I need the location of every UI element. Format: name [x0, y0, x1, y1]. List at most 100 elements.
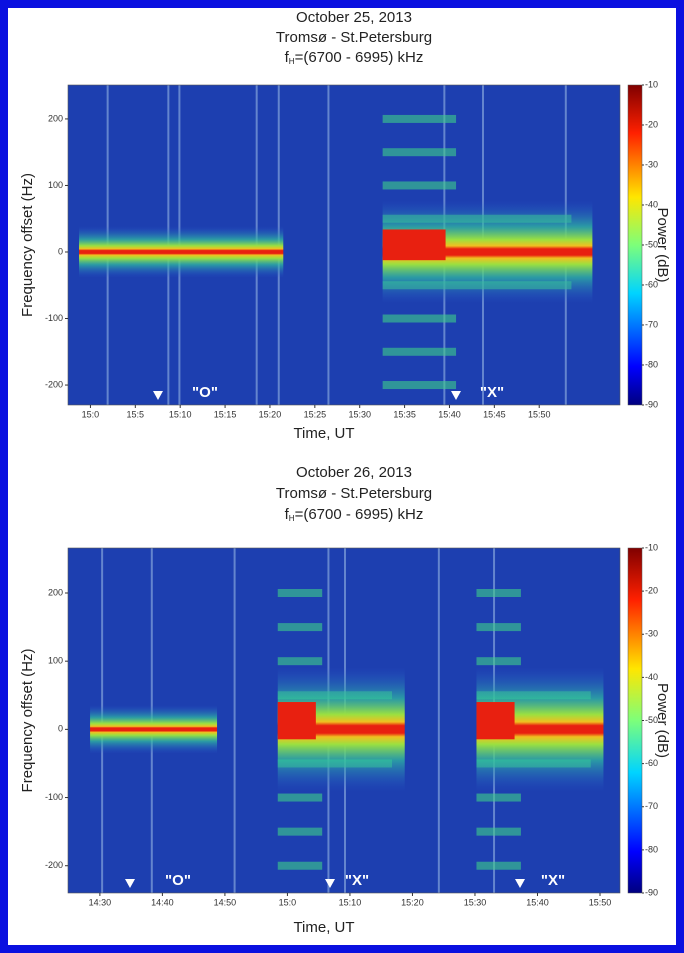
mode-line — [382, 181, 457, 190]
x-tick-label: 15:15 — [214, 409, 237, 419]
y-tick-label: -200 — [45, 379, 63, 389]
interference-line — [437, 548, 440, 893]
colorbar-tick-label: -80 — [645, 359, 658, 369]
colorbar-tick-label: -30 — [645, 159, 658, 169]
signal-band — [90, 705, 218, 754]
mode-annotation: "X" — [480, 384, 504, 401]
frequency-subscript: H — [289, 57, 295, 66]
chart-subtitle: Tromsø - St.Petersburg — [276, 29, 432, 46]
x-tick-label: 15:30 — [348, 409, 371, 419]
chart-title: October 25, 2013 — [296, 9, 412, 26]
y-tick-label: -100 — [45, 792, 63, 802]
x-axis-label: Time, UT — [293, 425, 354, 442]
x-tick-label: 15:0 — [82, 409, 100, 419]
y-axis-label: Frequency offset (Hz) — [19, 173, 36, 317]
x-tick-label: 15:30 — [464, 897, 487, 907]
mode-line — [277, 827, 323, 836]
x-tick-label: 15:10 — [339, 897, 362, 907]
frequency-subscript: H — [289, 514, 295, 523]
x-tick-label: 15:20 — [401, 897, 424, 907]
colorbar-tick-label: -80 — [645, 844, 658, 854]
x-tick-label: 15:20 — [259, 409, 282, 419]
mode-line — [277, 793, 323, 802]
signal-core — [382, 229, 446, 261]
signal-core — [476, 702, 515, 740]
x-tick-label: 15:35 — [393, 409, 416, 419]
colorbar-tick-label: -40 — [645, 199, 658, 209]
colorbar-tick-label: -60 — [645, 758, 658, 768]
x-tick-label: 15:10 — [169, 409, 192, 419]
colorbar-tick-label: -10 — [645, 79, 658, 89]
mode-line — [382, 114, 457, 123]
colorbar-tick-label: -70 — [645, 801, 658, 811]
y-axis-label: Frequency offset (Hz) — [19, 649, 36, 793]
mode-line — [476, 827, 521, 836]
mode-line — [277, 589, 323, 597]
mode-annotation: "O" — [165, 872, 191, 889]
y-tick-label: 200 — [48, 587, 63, 597]
interference-line — [233, 548, 236, 893]
colorbar-tick-label: -40 — [645, 672, 658, 682]
x-tick-label: 14:30 — [89, 897, 112, 907]
mode-annotation: "X" — [345, 872, 369, 889]
frequency-label: fH=(6700 - 6995) kHz — [285, 49, 424, 66]
plot-frame — [67, 547, 621, 894]
x-tick-label: 15:45 — [483, 409, 506, 419]
colorbar-tick-label: -90 — [645, 887, 658, 897]
colorbar-tick-label: -10 — [645, 542, 658, 552]
colorbar — [627, 547, 643, 894]
time-marker — [325, 879, 335, 888]
frequency-range: =(6700 - 6995) kHz — [295, 506, 424, 523]
signal-band — [79, 226, 284, 278]
colorbar-tick-label: -70 — [645, 319, 658, 329]
x-tick-label: 14:50 — [214, 897, 237, 907]
time-marker — [451, 391, 461, 400]
x-tick-label: 15:0 — [279, 897, 297, 907]
mode-line — [476, 793, 521, 802]
mode-line — [382, 314, 457, 323]
y-tick-label: 0 — [58, 246, 63, 256]
mode-line — [382, 347, 457, 356]
x-tick-label: 15:40 — [438, 409, 461, 419]
chart-subtitle: Tromsø - St.Petersburg — [276, 485, 432, 502]
time-marker — [515, 879, 525, 888]
y-tick-label: -200 — [45, 860, 63, 870]
frequency-symbol: f — [285, 49, 290, 66]
y-tick-label: 0 — [58, 724, 63, 734]
x-tick-label: 14:40 — [151, 897, 174, 907]
mode-line — [476, 861, 521, 870]
mode-annotation: "X" — [541, 872, 565, 889]
time-marker — [125, 879, 135, 888]
frequency-symbol: f — [285, 506, 290, 523]
colorbar-tick-label: -20 — [645, 119, 658, 129]
time-marker — [153, 391, 163, 400]
mode-line — [277, 657, 323, 666]
colorbar-tick-label: -50 — [645, 715, 658, 725]
x-axis-label: Time, UT — [293, 919, 354, 936]
plot-frame — [67, 84, 621, 406]
interference-line — [327, 85, 330, 405]
y-tick-label: 200 — [48, 113, 63, 123]
mode-line — [476, 623, 521, 632]
mode-annotation: "O" — [192, 384, 218, 401]
colorbar-label: Power (dB) — [654, 683, 671, 758]
mode-line — [476, 657, 521, 666]
colorbar-tick-label: -60 — [645, 279, 658, 289]
colorbar-tick-label: -90 — [645, 399, 658, 409]
x-tick-label: 15:50 — [528, 409, 551, 419]
y-tick-label: 100 — [48, 180, 63, 190]
y-tick-label: -100 — [45, 313, 63, 323]
colorbar-tick-label: -50 — [645, 239, 658, 249]
y-tick-label: 100 — [48, 656, 63, 666]
x-tick-label: 15:40 — [526, 897, 549, 907]
colorbar-tick-label: -20 — [645, 586, 658, 596]
chart-title: October 26, 2013 — [296, 464, 412, 481]
frequency-range: =(6700 - 6995) kHz — [295, 49, 424, 66]
mode-line — [382, 148, 457, 157]
mode-line — [382, 381, 457, 390]
mode-line — [277, 623, 323, 632]
colorbar — [627, 84, 643, 406]
x-tick-label: 15:5 — [127, 409, 145, 419]
